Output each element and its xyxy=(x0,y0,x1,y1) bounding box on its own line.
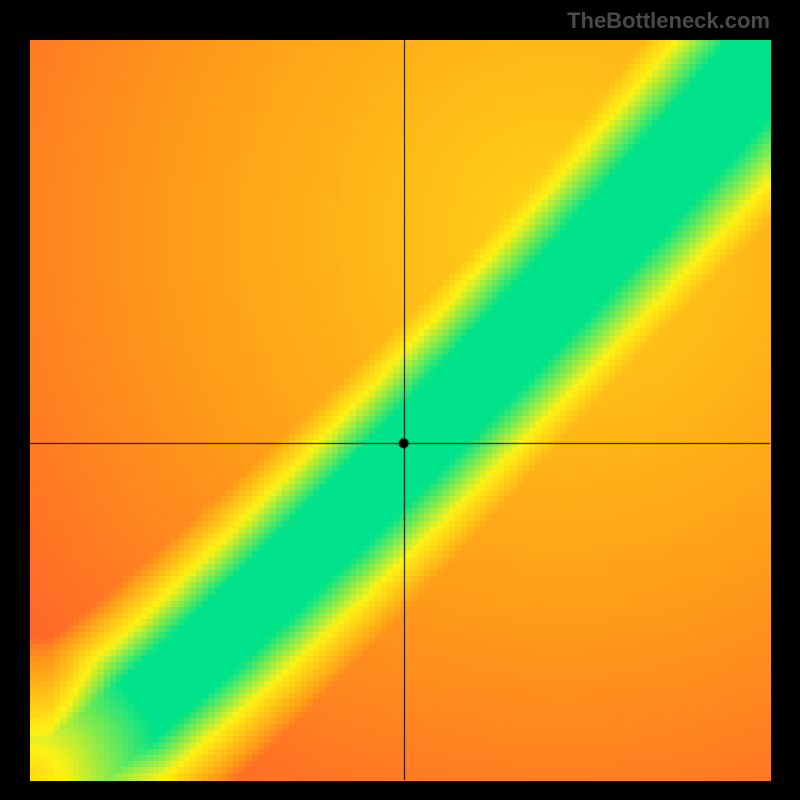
watermark-text: TheBottleneck.com xyxy=(567,8,770,34)
heatmap-canvas xyxy=(0,0,800,800)
chart-container: TheBottleneck.com xyxy=(0,0,800,800)
